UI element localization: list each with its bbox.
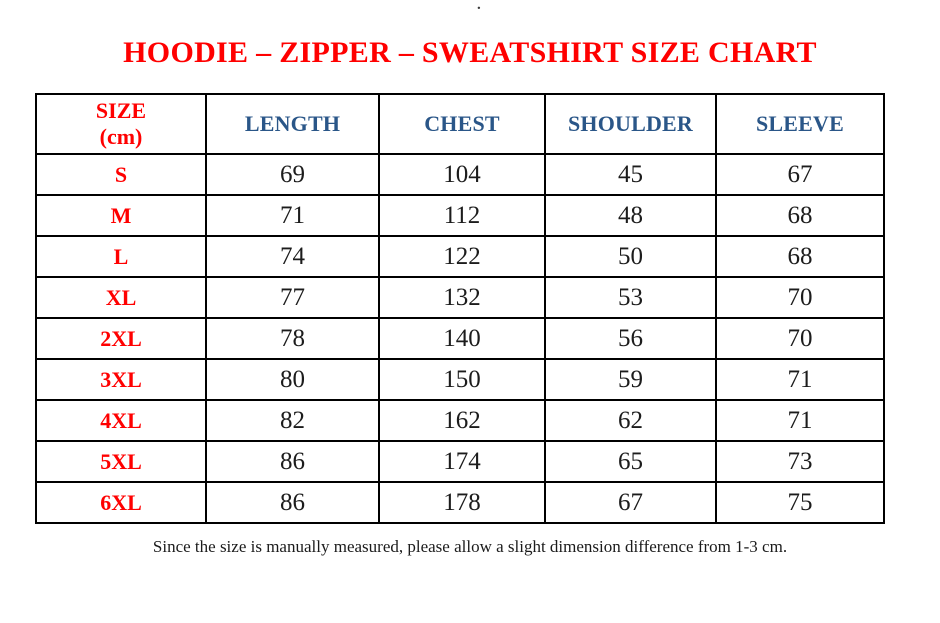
col-header-shoulder: SHOULDER (544, 93, 717, 155)
table-row-m: M 71 112 48 68 (35, 194, 885, 237)
sleeve-value: 73 (715, 440, 885, 483)
chest-value: 162 (378, 399, 546, 442)
length-value: 69 (205, 153, 380, 196)
length-value: 82 (205, 399, 380, 442)
table-row-3xl: 3XL 80 150 59 71 (35, 358, 885, 401)
length-value: 77 (205, 276, 380, 319)
size-label: 3XL (35, 358, 207, 401)
size-label: 2XL (35, 317, 207, 360)
shoulder-value: 59 (544, 358, 717, 401)
sleeve-value: 68 (715, 194, 885, 237)
shoulder-value: 45 (544, 153, 717, 196)
table-row-6xl: 6XL 86 178 67 75 (35, 481, 885, 524)
chest-value: 132 (378, 276, 546, 319)
chest-value: 140 (378, 317, 546, 360)
page-title: HOODIE – ZIPPER – SWEATSHIRT SIZE CHART (123, 36, 817, 69)
chest-value: 174 (378, 440, 546, 483)
length-value: 71 (205, 194, 380, 237)
table-row-s: S 69 104 45 67 (35, 153, 885, 196)
size-label: M (35, 194, 207, 237)
size-label: 6XL (35, 481, 207, 524)
sleeve-value: 67 (715, 153, 885, 196)
size-label: 5XL (35, 440, 207, 483)
col-header-size: SIZE (cm) (35, 93, 207, 155)
shoulder-value: 56 (544, 317, 717, 360)
chest-value: 150 (378, 358, 546, 401)
sleeve-value: 68 (715, 235, 885, 278)
measurement-disclaimer: Since the size is manually measured, ple… (152, 537, 788, 556)
shoulder-value: 67 (544, 481, 717, 524)
table-row-4xl: 4XL 82 162 62 71 (35, 399, 885, 442)
header-row: SIZE (cm) LENGTH CHEST SHOULDER SLEEVE (35, 93, 885, 155)
chest-value: 104 (378, 153, 546, 196)
length-value: 74 (205, 235, 380, 278)
size-chart-table: SIZE (cm) LENGTH CHEST SHOULDER SLEEVE S… (35, 93, 885, 524)
length-value: 78 (205, 317, 380, 360)
col-header-length: LENGTH (205, 93, 380, 155)
table-row-5xl: 5XL 86 174 65 73 (35, 440, 885, 483)
size-header-line1: SIZE (95, 98, 147, 123)
chest-value: 178 (378, 481, 546, 524)
sleeve-value: 70 (715, 317, 885, 360)
size-label: 4XL (35, 399, 207, 442)
length-value: 86 (205, 481, 380, 524)
stray-period-mark: . (477, 0, 481, 13)
sleeve-value: 70 (715, 276, 885, 319)
table-row-2xl: 2XL 78 140 56 70 (35, 317, 885, 360)
table-row-xl: XL 77 132 53 70 (35, 276, 885, 319)
chest-value: 122 (378, 235, 546, 278)
chest-value: 112 (378, 194, 546, 237)
shoulder-value: 62 (544, 399, 717, 442)
length-value: 86 (205, 440, 380, 483)
shoulder-value: 65 (544, 440, 717, 483)
size-header-line2: (cm) (99, 124, 143, 149)
shoulder-value: 50 (544, 235, 717, 278)
table-row-l: L 74 122 50 68 (35, 235, 885, 278)
shoulder-value: 53 (544, 276, 717, 319)
shoulder-value: 48 (544, 194, 717, 237)
sleeve-value: 71 (715, 399, 885, 442)
size-label: XL (35, 276, 207, 319)
size-label: L (35, 235, 207, 278)
sleeve-value: 71 (715, 358, 885, 401)
size-label: S (35, 153, 207, 196)
col-header-chest: CHEST (378, 93, 546, 155)
col-header-sleeve: SLEEVE (715, 93, 885, 155)
sleeve-value: 75 (715, 481, 885, 524)
length-value: 80 (205, 358, 380, 401)
